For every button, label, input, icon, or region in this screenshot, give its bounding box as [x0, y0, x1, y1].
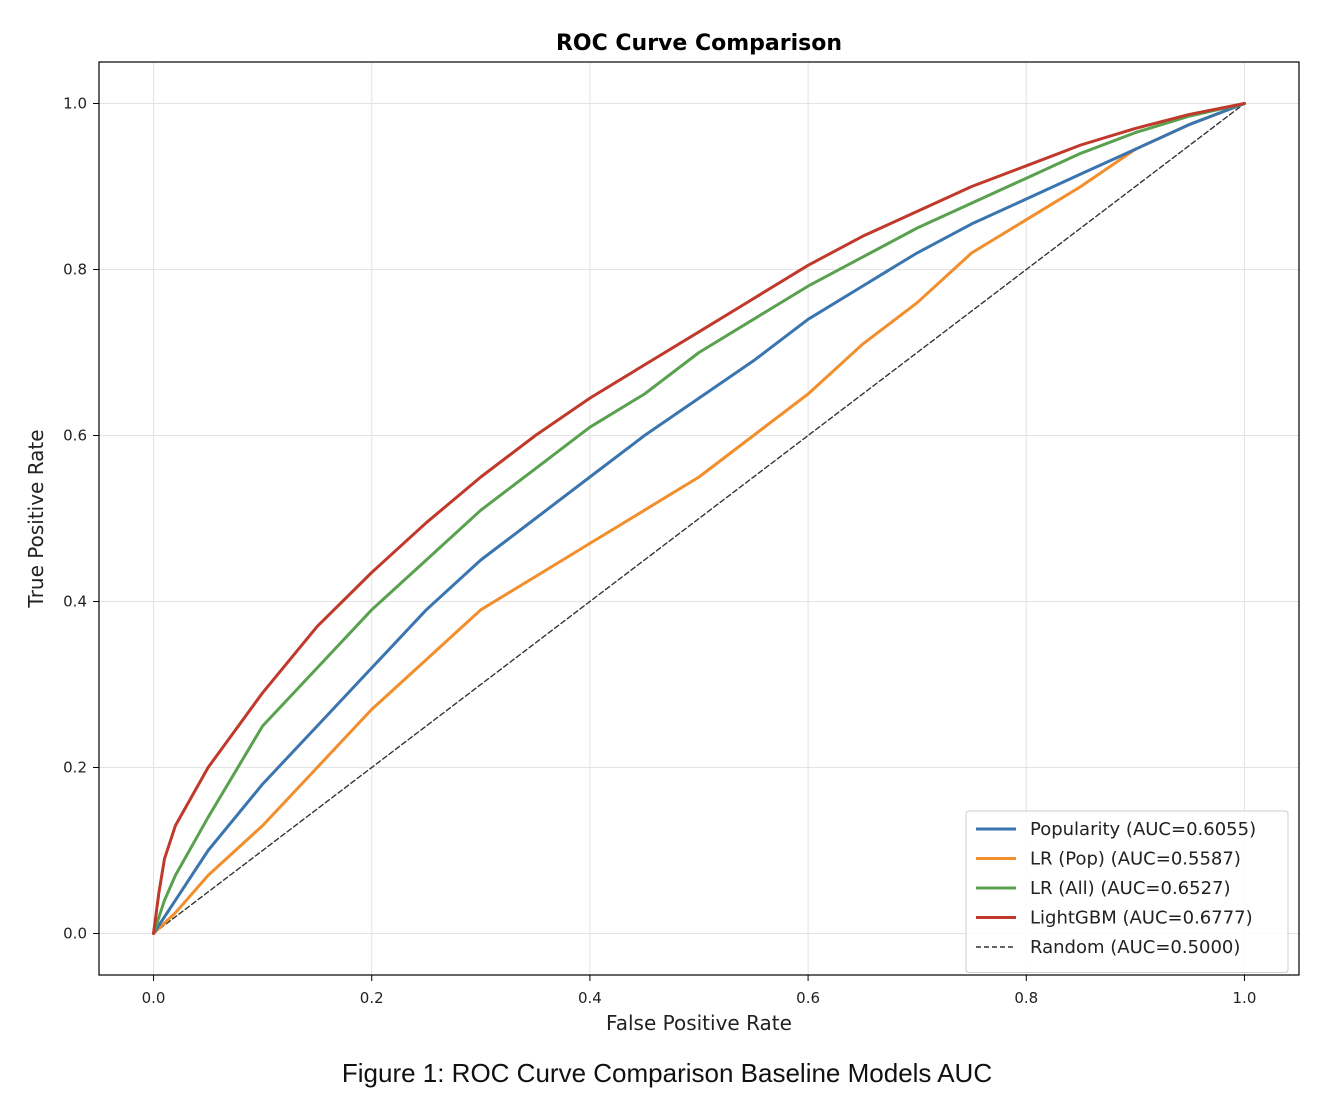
legend-entry-3: LightGBM (AUC=0.6777) — [1030, 908, 1253, 929]
series-line-0 — [152, 102, 1246, 935]
roc-chart: 0.0 0.2 0.4 0.6 0.8 1.0 0.0 0.2 0.4 0.6 0.8 1.0 ROC… — [24, 31, 1300, 1035]
y-tick-label: 1.0 — [63, 95, 87, 113]
chart-canvas: 0.0 0.2 0.4 0.6 0.8 1.0 0.0 0.2 0.4 0.6 0.8 1.0 ROC… — [24, 31, 1300, 1035]
x-tick-label: 0.2 — [360, 989, 384, 1007]
legend-entry-1: LR (Pop) (AUC=0.5587) — [1030, 849, 1241, 870]
y-axis-label: True Positive Rate — [24, 429, 48, 608]
x-tick-label: 0.4 — [578, 989, 602, 1007]
legend-entry-2: LR (All) (AUC=0.6527) — [1030, 878, 1231, 899]
legend-entry-4: Random (AUC=0.5000) — [1030, 937, 1240, 958]
y-tick-label: 0.2 — [63, 759, 87, 777]
legend-box — [965, 810, 1289, 973]
x-tick-label: 0.6 — [796, 989, 820, 1007]
series-lines — [152, 102, 1246, 935]
x-tick-label: 0.0 — [142, 989, 166, 1007]
series-line-3 — [152, 102, 1246, 935]
axis-ticks: 0.0 0.2 0.4 0.6 0.8 1.0 0.0 0.2 0.4 0.6 0.8 1.0 — [63, 95, 1256, 1008]
x-tick-label: 0.8 — [1014, 989, 1038, 1007]
series-line-4 — [152, 102, 1246, 935]
grid — [99, 62, 1299, 975]
x-tick-label: 1.0 — [1233, 989, 1257, 1007]
legend-entry-0: Popularity (AUC=0.6055) — [1030, 819, 1256, 840]
figure-caption: Figure 1: ROC Curve Comparison Baseline … — [341, 1058, 993, 1088]
legend: Popularity (AUC=0.6055) LR (Pop) (AUC=0.5… — [965, 810, 1289, 973]
chart-title: ROC Curve Comparison — [556, 31, 842, 56]
series-line-1 — [152, 102, 1246, 935]
series-line-2 — [152, 102, 1246, 935]
y-tick-label: 0.4 — [63, 593, 87, 611]
x-axis-label: False Positive Rate — [606, 1011, 792, 1035]
plot-frame — [98, 61, 1300, 976]
y-tick-label: 0.0 — [63, 925, 87, 943]
y-tick-label: 0.6 — [63, 427, 87, 445]
y-tick-label: 0.8 — [63, 261, 87, 279]
